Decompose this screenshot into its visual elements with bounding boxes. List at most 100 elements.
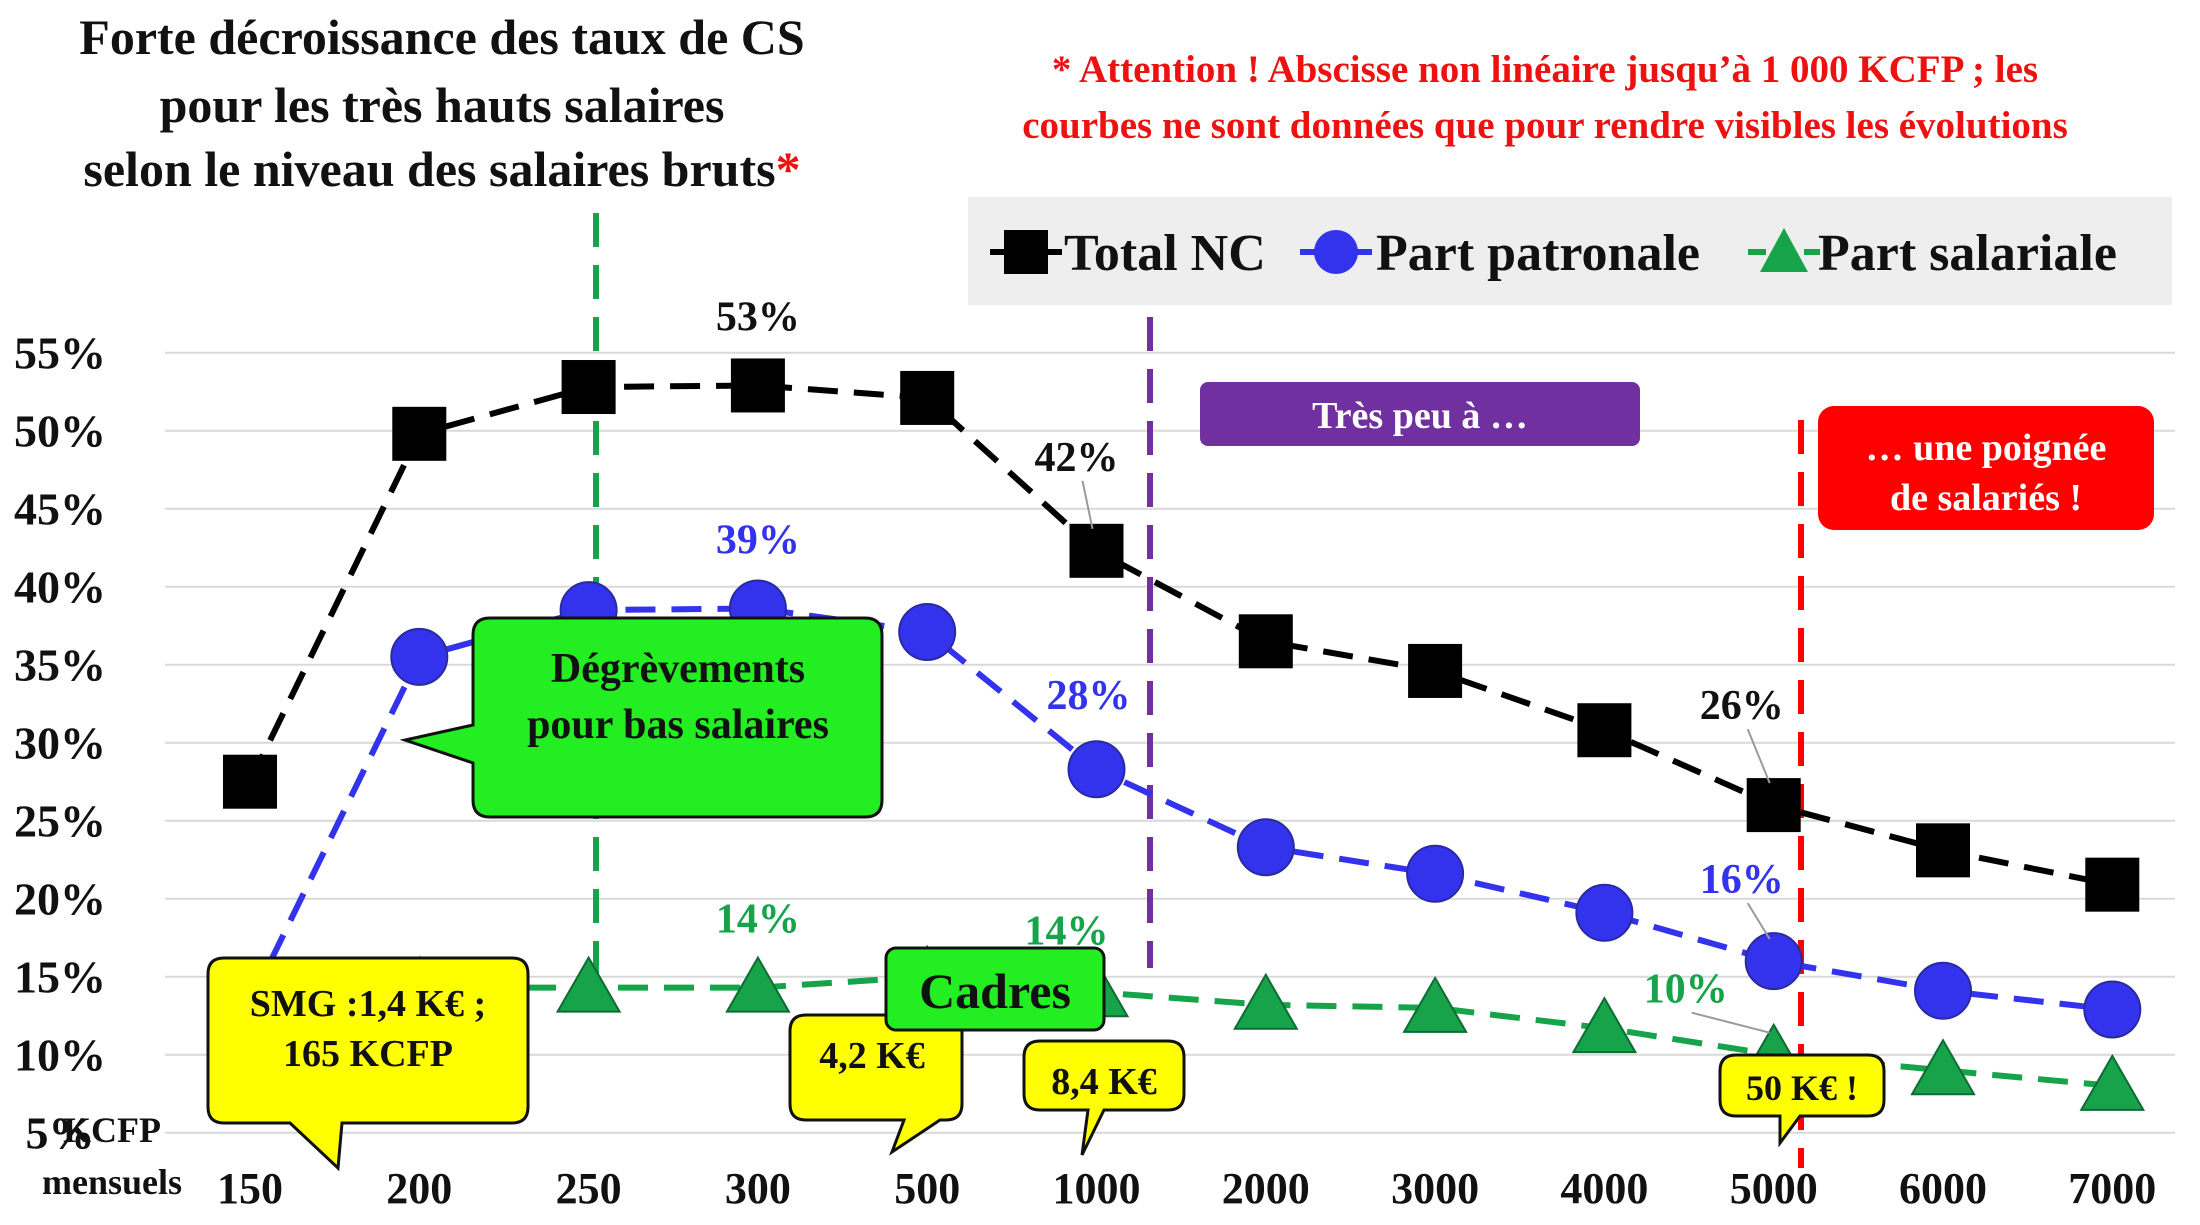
callout-degrevements-line1: Dégrèvements bbox=[551, 646, 805, 692]
leader-lines bbox=[1071, 480, 1771, 1034]
box-poignee bbox=[1818, 406, 2154, 530]
y-tick-label-15: 15% bbox=[14, 952, 106, 1003]
point-total-500 bbox=[900, 370, 955, 425]
chart-title-line2: pour les très hauts salaires bbox=[160, 77, 725, 133]
data-label-total-300: 53% bbox=[716, 294, 800, 340]
callout-smg-line2: 165 KCFP bbox=[283, 1033, 453, 1075]
callout-degrevements-line2: pour bas salaires bbox=[527, 702, 829, 748]
chart-title-line3-text: selon le niveau des salaires bruts bbox=[83, 141, 775, 197]
leader-line-patronale-5000 bbox=[1746, 902, 1771, 940]
point-total-2000 bbox=[1238, 614, 1293, 669]
leader-line-total-5000 bbox=[1746, 728, 1771, 784]
chart-title-line1: Forte décroissance des taux de CS bbox=[79, 9, 804, 65]
box-poignee-line2: de salariés ! bbox=[1890, 477, 2082, 519]
legend-marker-total bbox=[1004, 230, 1048, 274]
y-tick-label-35: 35% bbox=[14, 640, 106, 691]
x-axis-ticks: 150 200 250 300 500 1000 2000 3000 4000 5000 6000 7… bbox=[217, 1164, 2156, 1213]
legend-background bbox=[968, 197, 2172, 305]
point-patronale-6000 bbox=[1914, 961, 1972, 1020]
point-total-7000 bbox=[2085, 857, 2140, 912]
point-salariale-7000 bbox=[2079, 1053, 2146, 1111]
x-tick-label-4000: 4000 bbox=[1560, 1164, 1648, 1213]
data-label-patronale-300: 39% bbox=[716, 518, 800, 564]
series-line-total bbox=[247, 382, 2113, 888]
point-patronale-2000 bbox=[1236, 818, 1295, 877]
data-label-salariale-5000: 10% bbox=[1644, 967, 1728, 1013]
callout-8-4k bbox=[1022, 1039, 1186, 1156]
y-tick-label-50: 50% bbox=[14, 406, 106, 457]
y-tick-label-30: 30% bbox=[14, 718, 106, 769]
x-tick-label-2000: 2000 bbox=[1222, 1164, 1310, 1213]
point-total-4000 bbox=[1577, 703, 1632, 758]
point-patronale-3000 bbox=[1406, 844, 1465, 903]
point-total-1000 bbox=[1069, 523, 1124, 578]
callout-4-2k-text: 4,2 K€ bbox=[819, 1035, 925, 1077]
y-tick-label-20: 20% bbox=[14, 874, 106, 925]
title-asterisk: * bbox=[776, 141, 801, 197]
y-tick-label-25: 25% bbox=[14, 796, 106, 847]
point-patronale-200 bbox=[390, 627, 449, 686]
point-total-150 bbox=[223, 754, 277, 809]
point-patronale-1000 bbox=[1067, 740, 1126, 799]
leader-line-total-1000 bbox=[1081, 480, 1094, 530]
data-labels: 53%42%26%39%28%16%14% 14%10% bbox=[716, 294, 1784, 1012]
data-label-total-1000: 42% bbox=[1035, 435, 1119, 481]
point-total-6000 bbox=[1916, 823, 1970, 878]
x-tick-label-1000: 1000 bbox=[1053, 1164, 1141, 1213]
point-patronale-7000 bbox=[2083, 980, 2142, 1039]
callout-50k-text: 50 K€ ! bbox=[1746, 1068, 1858, 1108]
point-salariale-2000 bbox=[1233, 972, 1299, 1030]
legend-label-total: Total NC bbox=[1064, 225, 1266, 282]
series-line-salariale bbox=[249, 973, 2113, 1089]
y-axis-ticks: 5% 10% 15% 20% 25% 30% 35% 40% 45% 50% 55% bbox=[14, 328, 106, 1159]
y-tick-label-45: 45% bbox=[14, 484, 106, 535]
y-tick-label-55: 55% bbox=[14, 328, 106, 379]
legend-marker-patronale bbox=[1314, 230, 1358, 274]
callout-8-4k-text: 8,4 K€ bbox=[1051, 1061, 1157, 1103]
x-axis-label-line1: KCFP bbox=[63, 1110, 161, 1150]
callout-smg-line1: SMG :1,4 K€ ; bbox=[250, 983, 486, 1025]
data-label-patronale-5000: 16% bbox=[1700, 857, 1784, 903]
box-cadres-text: Cadres bbox=[919, 963, 1071, 1019]
legend-label-salariale: Part salariale bbox=[1818, 225, 2117, 282]
data-label-total-5000: 26% bbox=[1700, 683, 1784, 729]
box-tres-peu-text: Très peu à … bbox=[1312, 395, 1528, 437]
x-tick-label-150: 150 bbox=[217, 1164, 283, 1213]
chart-title-line3: selon le niveau des salaires bruts* bbox=[83, 141, 800, 197]
leader-line-salariale-5000 bbox=[1691, 1011, 1770, 1034]
legend-label-patronale: Part patronale bbox=[1376, 225, 1700, 282]
x-tick-label-250: 250 bbox=[556, 1164, 622, 1213]
legend: Total NC Part patronale Part salariale bbox=[968, 197, 2172, 305]
point-total-300 bbox=[730, 358, 785, 413]
box-cadres bbox=[884, 946, 1106, 1032]
warning-line1: * Attention ! Abscisse non linéaire jusq… bbox=[1052, 48, 2038, 91]
x-tick-label-3000: 3000 bbox=[1391, 1164, 1479, 1213]
warning-line2: courbes ne sont données que pour rendre … bbox=[1022, 104, 2068, 147]
callout-degrevements bbox=[399, 616, 884, 819]
legend-marker-salariale bbox=[1760, 228, 1808, 272]
callout-smg bbox=[206, 956, 530, 1172]
x-axis-label-line2: mensuels bbox=[42, 1162, 182, 1202]
callout-50k bbox=[1718, 1053, 1886, 1148]
point-total-3000 bbox=[1408, 643, 1463, 698]
box-poignee-line1: … une poignée bbox=[1866, 427, 2107, 469]
y-tick-label-5: 5% bbox=[26, 1108, 95, 1159]
box-tres-peu bbox=[1200, 382, 1640, 446]
point-patronale-5000 bbox=[1744, 932, 1803, 991]
point-patronale-4000 bbox=[1575, 883, 1634, 942]
point-total-5000 bbox=[1746, 778, 1801, 833]
y-tick-label-40: 40% bbox=[14, 562, 106, 613]
point-total-200 bbox=[392, 406, 447, 461]
point-salariale-4000 bbox=[1571, 996, 1638, 1054]
point-salariale-6000 bbox=[1910, 1038, 1976, 1096]
data-label-patronale-1000: 28% bbox=[1047, 673, 1131, 719]
x-tick-label-200: 200 bbox=[386, 1164, 452, 1213]
x-tick-label-300: 300 bbox=[725, 1164, 791, 1213]
point-salariale-250 bbox=[555, 955, 622, 1013]
point-salariale-300 bbox=[725, 955, 791, 1013]
point-patronale-500 bbox=[898, 602, 957, 661]
point-total-250 bbox=[561, 360, 616, 415]
x-tick-label-6000: 6000 bbox=[1899, 1164, 1987, 1213]
x-tick-label-7000: 7000 bbox=[2068, 1164, 2156, 1213]
